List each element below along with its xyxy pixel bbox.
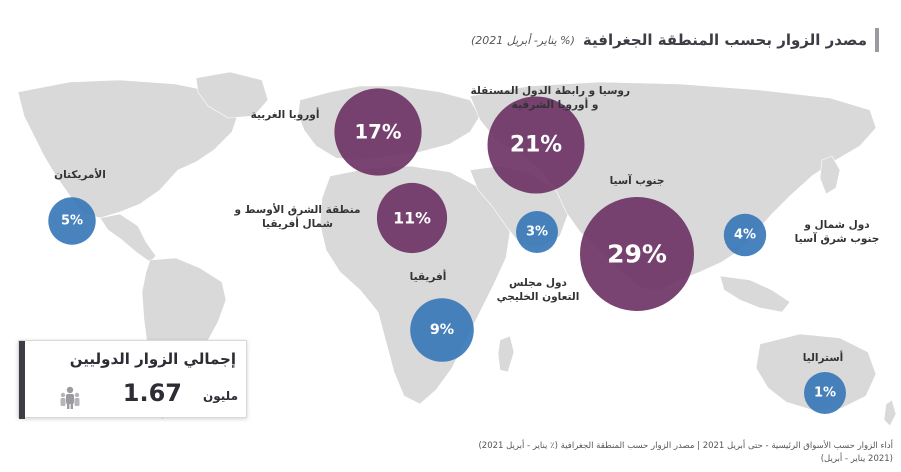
footer-line-2: (2021 يناير - أبريل)	[820, 453, 893, 464]
chart-title: مصدر الزوار بحسب المنطقة الجغرافية	[582, 31, 867, 49]
region-label-0: الأمريكتان	[40, 168, 120, 182]
bubble-value-8: 1%	[814, 386, 836, 401]
region-label-3-line-0: منطقة الشرق الأوسط و	[234, 204, 361, 216]
region-label-3-line-1: شمال أفريقيا	[262, 218, 333, 231]
region-label-2-line-1: و أوروبا الشرقية	[511, 99, 599, 112]
bubble-6	[723, 213, 767, 257]
region-label-2: روسيا و رابطة الدول المستقلة و أوروبا الش…	[470, 84, 630, 112]
bubble-2	[487, 96, 585, 194]
bubble-value-0: 5%	[61, 214, 83, 229]
region-bubbles: 5% 17% 21% 11% 3% 29% 4% 9% 1%	[48, 88, 846, 414]
bubble-7	[410, 298, 474, 362]
land-australia	[755, 333, 877, 411]
region-label-3: منطقة الشرق الأوسط و شمال أفريقيا	[230, 203, 365, 231]
bubble-4	[516, 211, 558, 253]
bubble-5	[580, 197, 694, 311]
card-accent-bar	[19, 341, 25, 419]
footer-source: أداء الزوار حسب الأسواق الرئيسية - حتى أ…	[333, 440, 893, 466]
region-label-8-line-0: أستراليا	[802, 352, 844, 364]
region-label-1-line-0: أوروبا الغربية	[250, 109, 320, 121]
title-accent-bar	[875, 28, 879, 52]
bubble-value-6: 4%	[734, 228, 756, 243]
region-label-4-line-0: دول مجلس	[509, 277, 567, 289]
chart-subtitle: (% يناير- أبريل 2021)	[470, 33, 575, 47]
bubble-value-1: 17%	[355, 121, 402, 144]
land-japan	[819, 155, 841, 195]
land-southeast-asia	[719, 275, 791, 313]
region-label-6-line-1: جنوب شرق آسيا	[794, 233, 880, 246]
bubble-value-2: 21%	[510, 133, 562, 158]
land-central-america	[99, 213, 157, 263]
region-label-7: أفريقيا	[398, 270, 458, 284]
region-label-7-line-0: أفريقيا	[409, 271, 447, 283]
region-label-5: جنوب آسيا	[592, 174, 682, 188]
bubble-value-3: 11%	[393, 209, 431, 228]
footer-line-1: أداء الزوار حسب الأسواق الرئيسية - حتى أ…	[478, 441, 893, 451]
bubble-1	[334, 88, 422, 176]
region-label-5-line-0: جنوب آسيا	[609, 175, 665, 187]
land-new-zealand	[883, 399, 897, 427]
land-north-america	[17, 79, 241, 219]
bubble-value-7: 9%	[430, 322, 454, 338]
region-label-1: أوروبا الغربية	[240, 108, 330, 122]
bubble-0	[48, 197, 96, 245]
region-label-4-line-1: التعاون الخليجي	[496, 291, 580, 304]
bubble-value-4: 3%	[526, 225, 548, 240]
total-visitors-label: إجمالي الزوار الدوليين	[69, 350, 236, 368]
total-visitors-card: إجمالي الزوار الدوليين 1.67 مليون	[18, 340, 247, 419]
region-label-6: دول شمال و جنوب شرق آسيا	[792, 218, 882, 246]
chart-header: مصدر الزوار بحسب المنطقة الجغرافية (% ين…	[471, 26, 879, 54]
region-label-4: دول مجلس التعاون الخليجي	[488, 276, 588, 304]
land-madagascar	[497, 335, 515, 373]
land-greenland	[195, 71, 269, 119]
region-label-2-line-0: روسيا و رابطة الدول المستقلة	[470, 85, 630, 97]
bubble-8	[804, 372, 846, 414]
bubble-value-5: 29%	[607, 240, 667, 269]
region-label-6-line-0: دول شمال و	[804, 219, 870, 231]
total-visitors-value: 1.67	[122, 379, 182, 407]
people-icon	[60, 386, 80, 409]
total-visitors-unit: مليون	[203, 389, 238, 403]
region-label-8: أستراليا	[788, 351, 858, 365]
bubble-3	[376, 182, 448, 254]
region-label-0-line-0: الأمريكتان	[54, 169, 106, 181]
